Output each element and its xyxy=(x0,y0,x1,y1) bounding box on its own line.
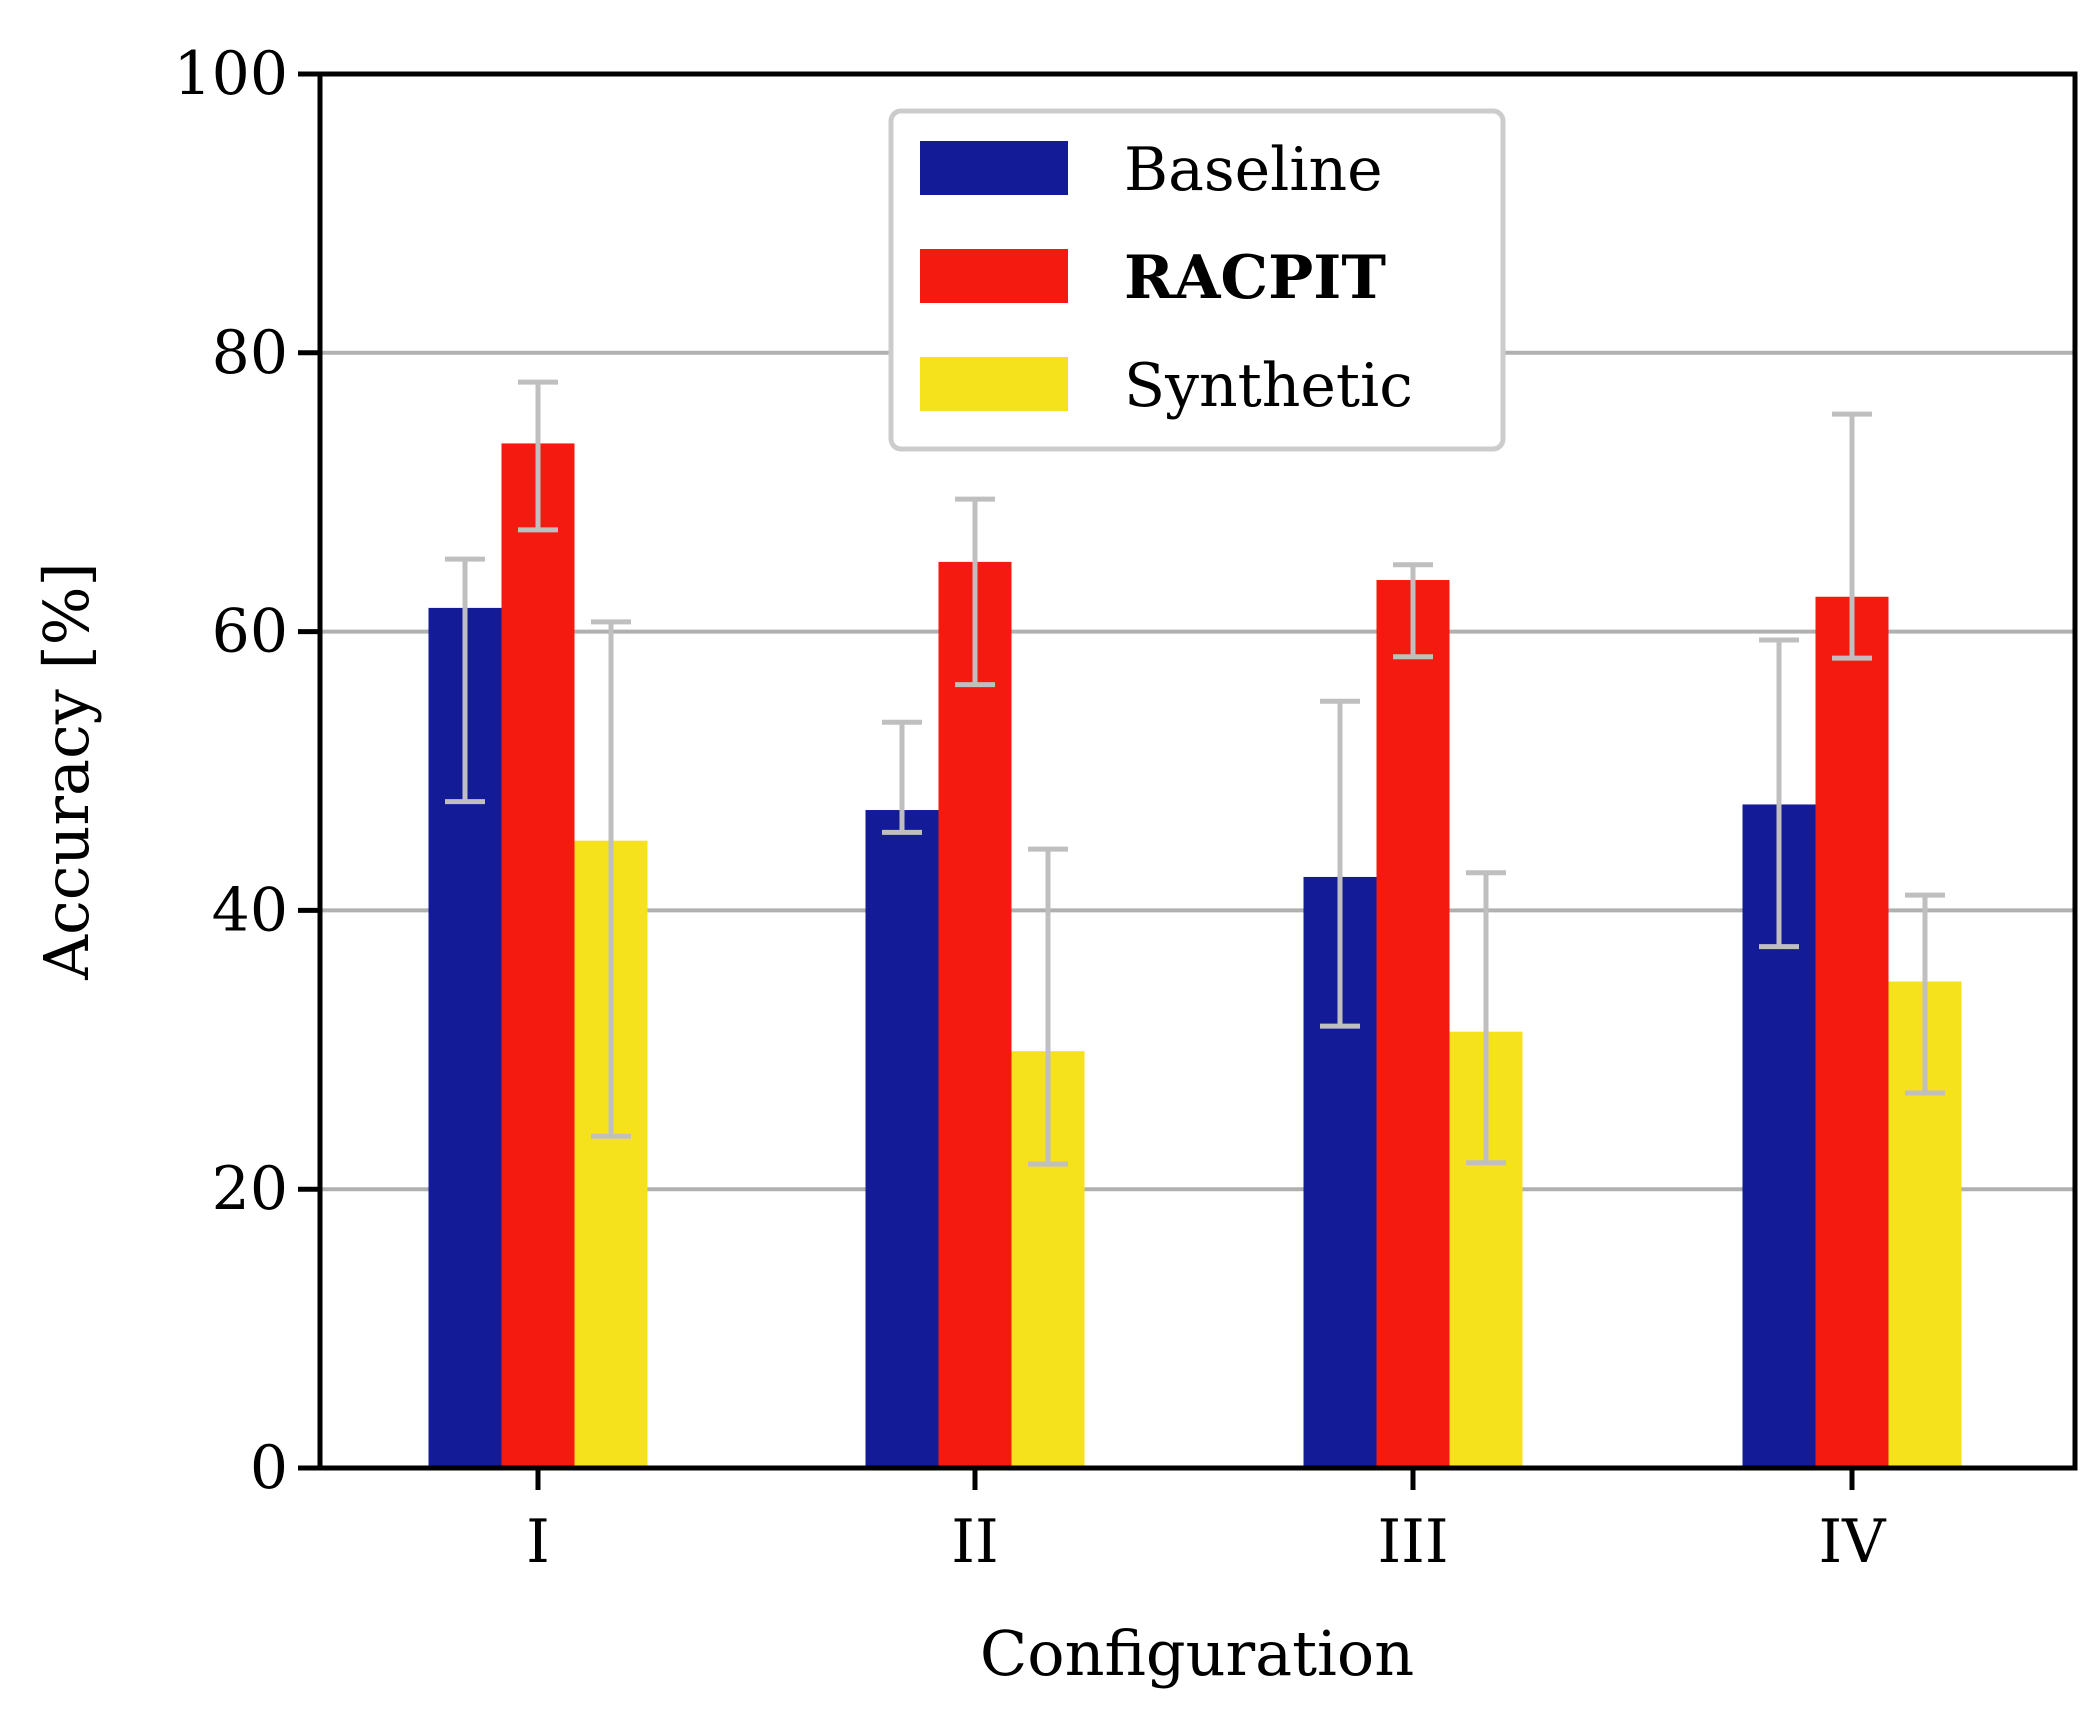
legend-swatch-synthetic xyxy=(920,357,1068,411)
legend-label-baseline: Baseline xyxy=(1124,135,1383,205)
x-axis-title: Configuration xyxy=(980,1617,1414,1690)
bar-racpit-iv xyxy=(1815,596,1889,1468)
y-tick-label-40: 40 xyxy=(212,875,288,945)
bars xyxy=(428,443,1962,1468)
y-tick-label-20: 20 xyxy=(212,1154,288,1224)
legend-label-synthetic: Synthetic xyxy=(1124,351,1413,421)
bar-racpit-ii xyxy=(938,561,1012,1468)
legend-swatch-baseline xyxy=(920,141,1068,195)
x-axis-ticks: I II III IV xyxy=(526,1468,1887,1577)
bar-baseline-ii xyxy=(865,810,939,1468)
x-tick-label-i: I xyxy=(526,1507,550,1577)
plot-frame xyxy=(317,71,2078,1471)
bar-racpit-iii xyxy=(1376,580,1450,1468)
y-tick-label-80: 80 xyxy=(212,318,288,388)
legend-swatch-racpit xyxy=(920,249,1068,303)
y-axis-title: Accuracy [%] xyxy=(30,562,103,981)
axes xyxy=(317,71,2078,1471)
x-tick-label-iv: IV xyxy=(1818,1507,1887,1577)
y-axis-ticks: 0 20 40 60 80 100 xyxy=(173,39,320,1503)
y-tick-label-0: 0 xyxy=(250,1433,288,1503)
x-tick-label-iii: III xyxy=(1377,1507,1448,1577)
y-tick-label-100: 100 xyxy=(173,39,288,109)
legend: Baseline RACPIT Synthetic xyxy=(888,108,1506,452)
error-bars xyxy=(445,379,1945,1167)
y-tick-label-60: 60 xyxy=(212,597,288,667)
bar-racpit-i xyxy=(501,443,575,1468)
x-tick-label-ii: II xyxy=(951,1507,998,1577)
legend-label-racpit: RACPIT xyxy=(1124,243,1386,313)
